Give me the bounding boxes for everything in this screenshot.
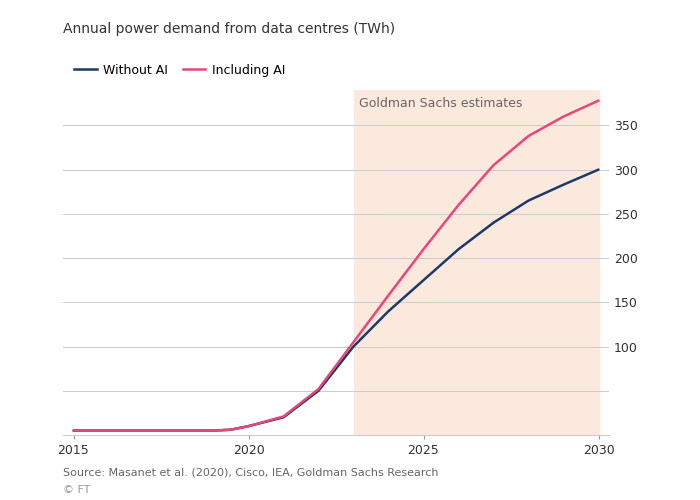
Text: © FT: © FT — [63, 485, 90, 495]
Including AI — [279, 414, 288, 420]
Without AI — [174, 428, 183, 434]
Bar — [354, 90, 598, 435]
Without AI — [104, 428, 113, 434]
Without AI — [279, 414, 288, 420]
Without AI — [349, 344, 358, 349]
Including AI — [349, 339, 358, 345]
Without AI — [139, 428, 148, 434]
Without AI — [559, 182, 568, 188]
Without AI — [244, 423, 253, 429]
Without AI — [419, 277, 428, 283]
Including AI — [384, 292, 393, 298]
Including AI — [524, 133, 533, 139]
Without AI — [384, 308, 393, 314]
Line: Without AI: Without AI — [74, 170, 598, 430]
Including AI — [314, 386, 323, 392]
Text: Annual power demand from data centres (TWh): Annual power demand from data centres (T… — [63, 22, 395, 36]
Without AI — [314, 388, 323, 394]
Including AI — [174, 428, 183, 434]
Text: Source: Masanet et al. (2020), Cisco, IEA, Goldman Sachs Research: Source: Masanet et al. (2020), Cisco, IE… — [63, 468, 438, 477]
Legend: Without AI, Including AI: Without AI, Including AI — [69, 58, 290, 82]
Including AI — [209, 428, 218, 434]
Without AI — [209, 428, 218, 434]
Including AI — [594, 98, 603, 103]
Text: Goldman Sachs estimates: Goldman Sachs estimates — [358, 97, 522, 110]
Without AI — [489, 220, 498, 226]
Including AI — [104, 428, 113, 434]
Including AI — [227, 426, 235, 432]
Including AI — [139, 428, 148, 434]
Including AI — [559, 114, 568, 119]
Including AI — [244, 423, 253, 429]
Without AI — [69, 428, 78, 434]
Including AI — [489, 162, 498, 168]
Including AI — [454, 202, 463, 208]
Without AI — [227, 426, 235, 432]
Including AI — [419, 246, 428, 252]
Line: Including AI: Including AI — [74, 100, 598, 430]
Without AI — [594, 166, 603, 172]
Without AI — [524, 198, 533, 203]
Without AI — [454, 246, 463, 252]
Including AI — [69, 428, 78, 434]
